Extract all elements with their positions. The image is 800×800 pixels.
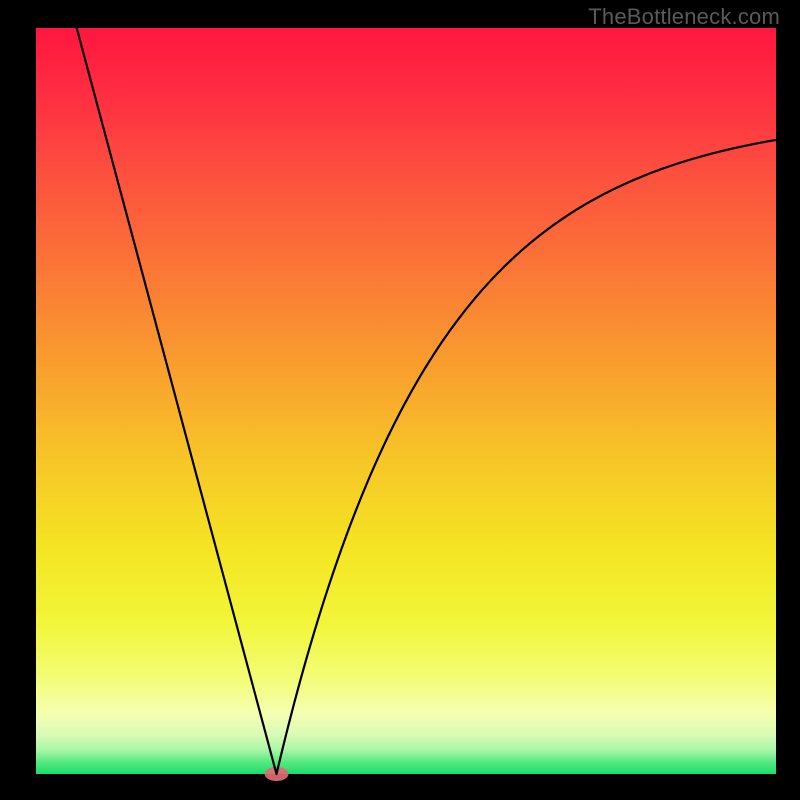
chart-stage: TheBottleneck.com <box>0 0 800 800</box>
watermark-text: TheBottleneck.com <box>588 4 780 30</box>
bottleneck-chart-svg <box>0 0 800 800</box>
